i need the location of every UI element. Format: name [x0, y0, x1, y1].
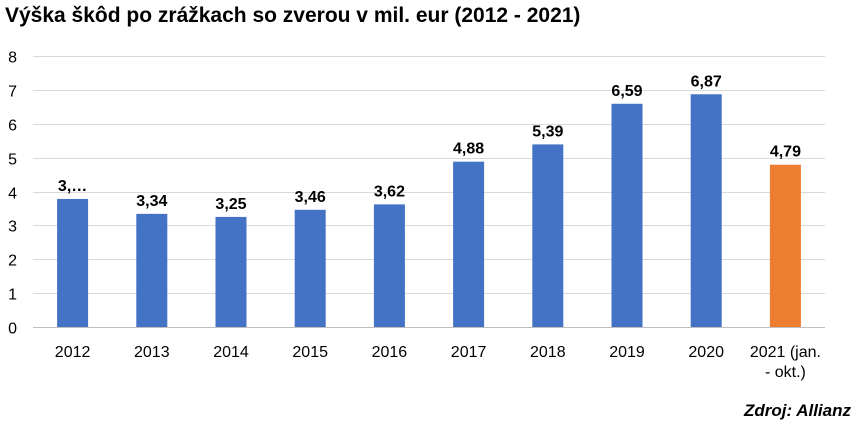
bar: [532, 144, 564, 327]
x-tick-label: 2014: [213, 344, 249, 361]
y-tick-label: 1: [8, 287, 17, 304]
bar: [769, 164, 801, 327]
x-tick-label: - okt.): [765, 364, 806, 381]
bar: [294, 209, 326, 327]
source-note: Zdroj: Allianz: [743, 401, 851, 420]
bar: [690, 94, 722, 327]
x-tick-label: 2019: [609, 344, 645, 361]
x-tick-label: 2018: [530, 344, 566, 361]
x-tick-label: 2012: [55, 344, 91, 361]
chart-title: Výška škôd po zrážkach so zverou v mil. …: [5, 4, 581, 27]
bar: [373, 204, 405, 327]
x-tick-label: 2021 (jan.: [750, 344, 821, 361]
y-tick-label: 5: [8, 152, 17, 169]
y-tick-label: 2: [8, 253, 17, 270]
y-tick-label: 7: [8, 84, 17, 101]
y-tick-label: 8: [8, 50, 17, 67]
data-label: 3,46: [295, 189, 326, 206]
y-tick-label: 3: [8, 219, 17, 236]
y-tick-label: 0: [8, 321, 17, 338]
x-tick-label: 2017: [451, 344, 487, 361]
bar: [611, 103, 643, 327]
bar: [57, 198, 89, 327]
data-label: 5,39: [532, 123, 563, 140]
x-tick-label: 2016: [372, 344, 408, 361]
data-label: 3,62: [374, 183, 405, 200]
data-label: 6,59: [611, 83, 642, 100]
data-label: 3,25: [215, 196, 246, 213]
x-tick-label: 2013: [134, 344, 170, 361]
x-tick-label: 2015: [292, 344, 328, 361]
data-label: 6,87: [691, 73, 722, 90]
bar: [136, 213, 168, 327]
data-label: 3,34: [136, 193, 167, 210]
data-label: 4,79: [770, 144, 801, 161]
data-label: 4,88: [453, 141, 484, 158]
bar: [453, 161, 485, 327]
x-tick-label: 2020: [688, 344, 724, 361]
y-tick-label: 6: [8, 118, 17, 135]
data-label: 3,…: [58, 178, 87, 195]
bar: [215, 216, 247, 327]
y-tick-label: 4: [8, 186, 17, 203]
